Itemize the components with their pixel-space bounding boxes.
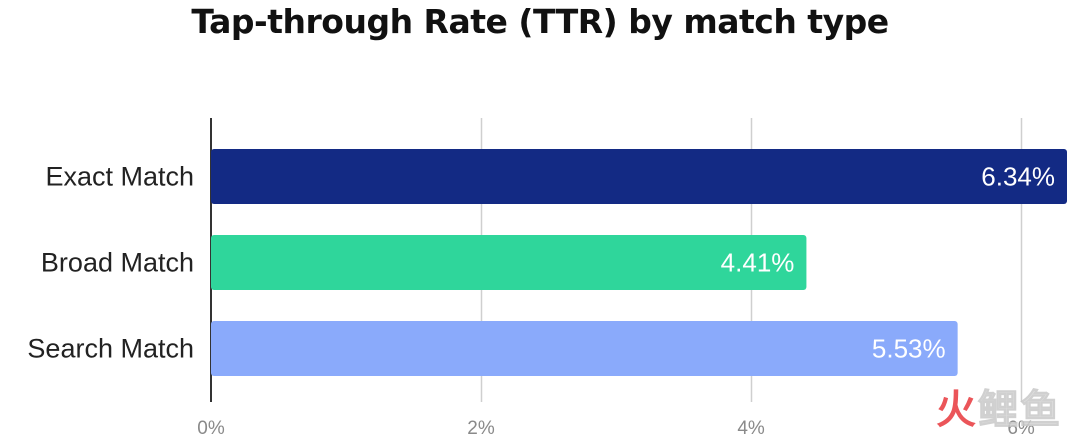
data-label: 5.53% [872,334,946,364]
data-label: 6.34% [981,162,1055,192]
x-axis-ticks: 0% 2% 4% 6% [197,418,1035,439]
x-tick-label: 0% [197,418,225,439]
watermark-chars: 鲤鱼 [978,387,1062,434]
bars: Exact Match 6.34% Broad Match 4.41% Search M… [27,149,1067,376]
data-label: 4.41% [721,248,795,278]
bar-1 [211,235,807,290]
bar-0 [211,149,1067,204]
x-tick-label: 4% [737,418,765,439]
category-label: Broad Match [41,248,194,278]
category-label: Exact Match [45,162,194,192]
bar-2 [211,321,958,376]
watermark-logo: 火 鲤鱼 [936,377,1062,435]
x-tick-label: 2% [467,418,495,439]
chart-title: Tap-through Rate (TTR) by match type [191,2,889,41]
category-label: Search Match [27,334,194,364]
watermark-char: 火 [936,387,978,433]
x-tick-label: 6% [1007,418,1035,439]
